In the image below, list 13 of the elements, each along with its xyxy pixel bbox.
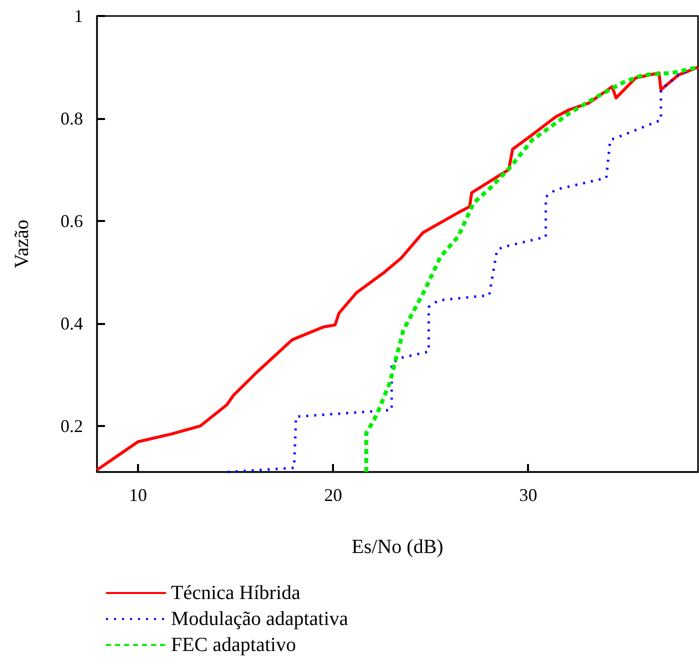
- y-tick-label: 0.6: [60, 210, 83, 231]
- y-tick-label: 0.8: [60, 108, 83, 128]
- y-axis-title: Vazão: [11, 220, 33, 268]
- x-tick-label: 10: [128, 485, 147, 505]
- x-tick-label: 30: [519, 485, 538, 505]
- x-axis-title: Es/No (dB): [352, 536, 444, 558]
- y-tick-label: 0.4: [60, 313, 83, 334]
- legend-label: FEC adaptativo: [171, 634, 296, 656]
- legend-label: Modulação adaptativa: [171, 608, 348, 630]
- x-tick-label: 20: [324, 485, 342, 505]
- y-tick-label: 0.2: [60, 416, 83, 436]
- legend-label: Técnica Híbrida: [171, 582, 300, 604]
- y-tick-label: 1: [74, 6, 83, 26]
